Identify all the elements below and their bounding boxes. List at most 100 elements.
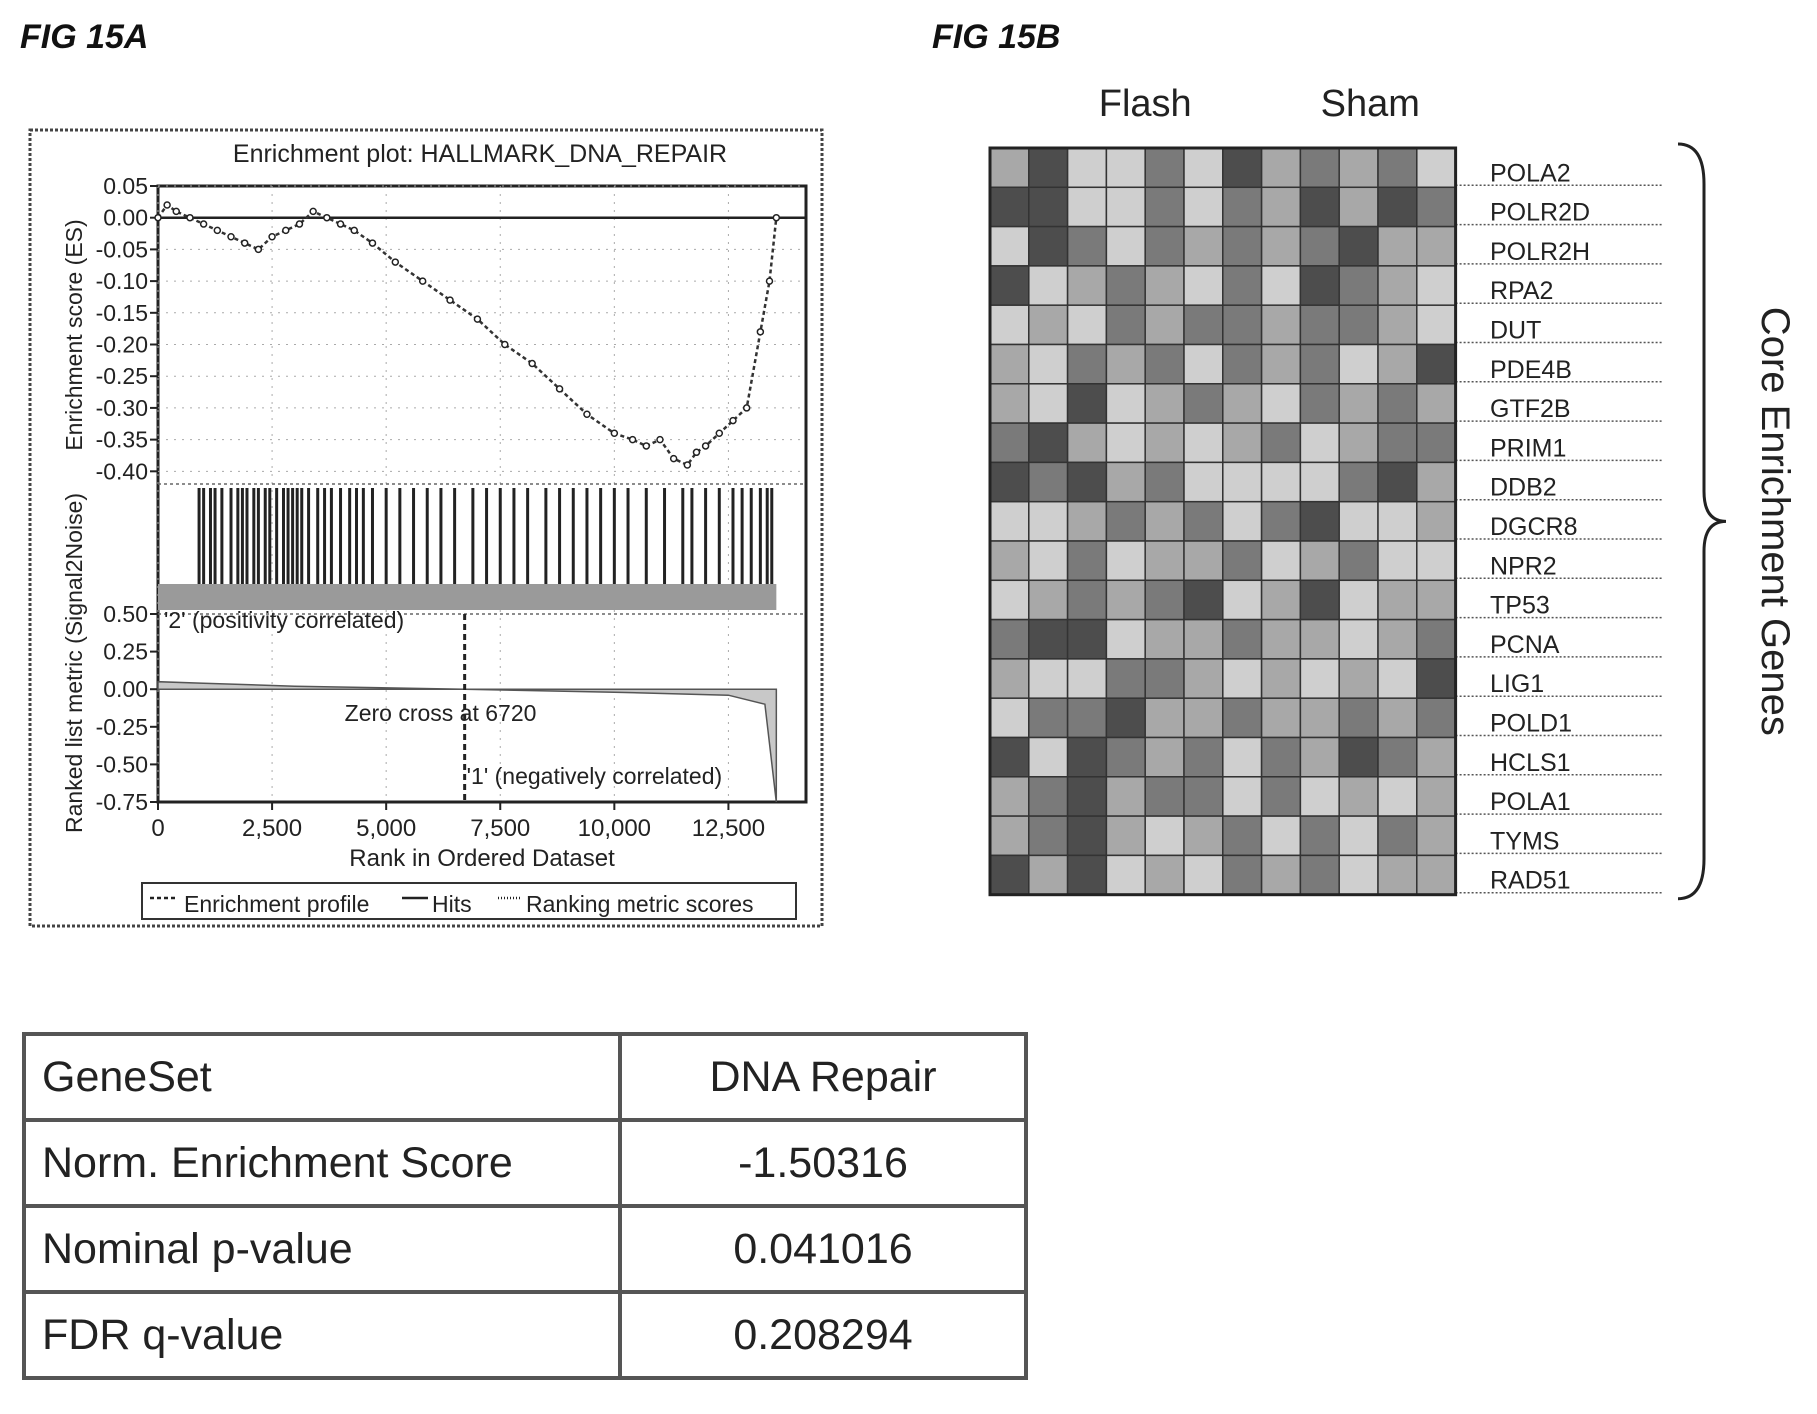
table-cell-key: FDR q-value	[22, 1290, 622, 1380]
heatmap-cell	[1377, 736, 1418, 778]
heatmap-cell	[1377, 186, 1418, 228]
heatmap-cell	[1338, 658, 1379, 699]
heatmap-cell	[1105, 658, 1146, 699]
y-axis-label: Enrichment score (ES)	[61, 219, 87, 450]
heatmap-cell	[1028, 186, 1069, 228]
heatmap-cell	[1222, 500, 1263, 542]
heatmap-cell	[1066, 815, 1108, 857]
table-row: FDR q-value 0.208294	[22, 1290, 1028, 1380]
heatmap-cell	[1144, 186, 1185, 228]
heatmap-cell	[1338, 343, 1379, 385]
heatmap-cell	[989, 225, 1030, 267]
heatmap-cell	[1144, 265, 1185, 306]
heatmap-cell	[1028, 776, 1069, 817]
y-tick-label: -0.35	[96, 427, 148, 453]
heatmap-cell	[1222, 618, 1263, 660]
heatmap-cell	[1222, 697, 1263, 739]
heatmap-cell	[1183, 854, 1224, 896]
heatmap-cell	[1028, 540, 1069, 582]
heatmap-cell	[1338, 461, 1379, 503]
heatmap-cell	[1299, 186, 1340, 228]
heatmap-cell	[1105, 540, 1146, 582]
enrichment-profile-point	[742, 404, 751, 412]
heatmap-cell	[1260, 422, 1302, 464]
enrichment-profile-point	[628, 435, 637, 444]
heatmap-cell	[1416, 461, 1457, 503]
rm-y-tick-label: -0.25	[96, 714, 148, 740]
x-tick-label: 0	[151, 815, 164, 842]
heatmap-cell	[1144, 147, 1185, 189]
heatmap-cell	[1183, 579, 1224, 621]
heatmap-cell	[1416, 854, 1457, 896]
heatmap-cell	[1028, 815, 1069, 857]
heatmap-cell	[1299, 776, 1340, 817]
enrichment-profile-point	[323, 213, 331, 222]
heatmap-cell	[1105, 461, 1146, 503]
column-group-label: Sham	[1321, 83, 1420, 125]
heatmap-cell	[1260, 736, 1302, 778]
heatmap-cell	[1338, 422, 1379, 464]
legend-entry: Ranking metric scores	[526, 891, 754, 917]
heatmap-cell	[1105, 225, 1146, 267]
heatmap-cell	[1416, 304, 1457, 346]
heatmap-border	[988, 146, 1458, 897]
heatmap-cell	[1260, 461, 1302, 503]
enrichment-profile-point	[172, 207, 181, 216]
heatmap-cell	[1028, 265, 1069, 306]
enrichment-profile-point	[227, 232, 235, 241]
heatmap-cell	[1416, 225, 1457, 267]
gene-label: DUT	[1490, 317, 1541, 345]
annotation-zero-cross: Zero cross at 6720	[345, 700, 537, 726]
heatmap-cell	[1183, 147, 1224, 189]
heatmap-cell	[1183, 697, 1224, 739]
heatmap-cell	[1028, 147, 1069, 189]
gene-label: POLR2H	[1490, 238, 1590, 266]
heatmap-cell	[1144, 422, 1185, 464]
enrichment-profile-point	[555, 385, 564, 393]
table-cell-value: 0.208294	[618, 1290, 1028, 1380]
heatmap-cell	[1066, 186, 1108, 228]
plot-area	[156, 184, 808, 804]
heatmap-cell	[1260, 383, 1302, 424]
enrichment-profile-point	[701, 442, 710, 450]
heatmap-cell	[1416, 776, 1457, 817]
enrichment-profile-point	[765, 277, 774, 285]
heatmap-cell	[1377, 225, 1418, 267]
heatmap-cell	[1105, 579, 1146, 621]
heatmap-cell	[1105, 147, 1146, 189]
x-tick-label: 7,500	[470, 815, 530, 842]
heatmap-cell	[1028, 461, 1069, 503]
gene-label: LIG1	[1490, 670, 1544, 698]
table-cell-key: Nominal p-value	[22, 1204, 622, 1294]
heatmap-cell	[1028, 579, 1069, 621]
heatmap-cell	[1338, 500, 1379, 542]
heatmap-cell	[1028, 422, 1069, 464]
heatmap-cell	[1105, 736, 1146, 778]
heatmap-cell	[1416, 186, 1457, 228]
gene-label: PCNA	[1490, 631, 1560, 659]
chart-title: Enrichment plot: HALLMARK_DNA_REPAIR	[233, 140, 727, 168]
heatmap-cell	[989, 736, 1030, 778]
heatmap-cell	[1183, 658, 1224, 699]
heatmap-cell	[1338, 383, 1379, 424]
rm-y-tick-label: -0.50	[96, 751, 148, 777]
figure-15a-label: FIG 15A	[20, 18, 149, 56]
heatmap-cell	[1222, 383, 1263, 424]
heatmap-cell	[1105, 265, 1146, 306]
heatmap-cell	[989, 776, 1030, 817]
gene-label: RAD51	[1490, 867, 1571, 895]
enrichment-profile-point	[583, 410, 591, 419]
gene-label: DGCR8	[1490, 513, 1578, 541]
heatmap-cell	[1144, 776, 1185, 817]
heatmap-cell	[1183, 225, 1224, 267]
bracket-label: Core Enrichment Genes	[1753, 307, 1797, 736]
y-tick-label: -0.05	[96, 236, 148, 262]
heatmap-cell	[1416, 618, 1457, 660]
enrichment-profile-point	[282, 226, 290, 235]
heatmap-cell	[1222, 461, 1263, 503]
heatmap-cell	[1222, 225, 1263, 267]
heatmap-cell	[1028, 854, 1069, 896]
heatmap-cell	[1338, 304, 1379, 346]
heatmap-cell	[1183, 383, 1224, 424]
enrichment-profile-point	[163, 201, 171, 209]
